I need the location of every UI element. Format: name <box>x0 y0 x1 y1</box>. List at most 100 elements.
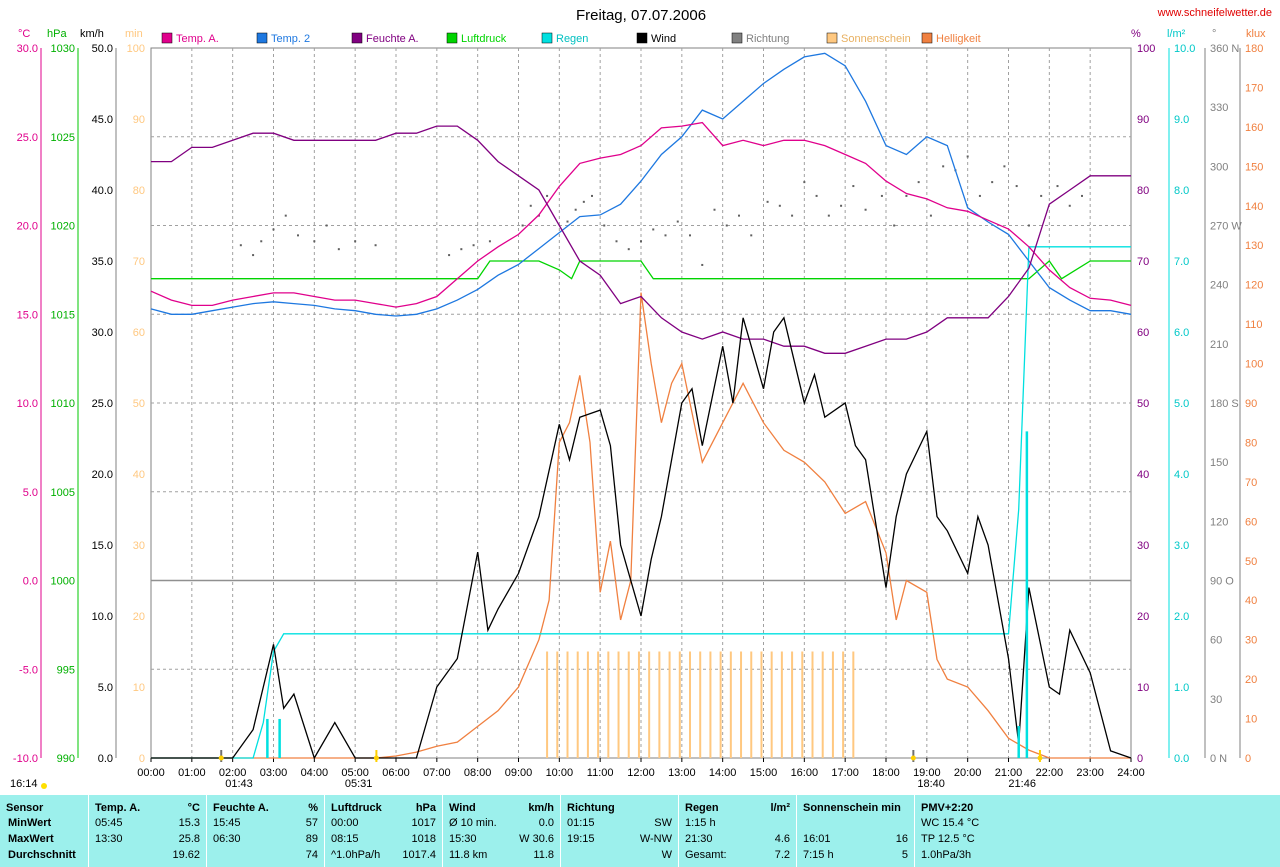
sun-row: 7:15 h 5 <box>803 849 908 864</box>
direction-point <box>546 194 549 197</box>
time-tick-label: 18:00 <box>872 767 900 779</box>
press-tick-label: 1005 <box>51 487 75 499</box>
legend-swatch <box>731 32 743 44</box>
direction-point <box>766 200 769 203</box>
humidity-tick-label: 0 <box>1137 753 1143 765</box>
direction-tick-label: 60 <box>1210 635 1222 647</box>
temp-tick-label: 20.0 <box>17 221 38 233</box>
time-tick-label: 17:00 <box>831 767 859 779</box>
hum-row: 74 <box>213 849 318 864</box>
temp-tick-label: 10.0 <box>17 398 38 410</box>
wind-tick-label: 40.0 <box>92 185 113 197</box>
direction-point <box>803 181 806 184</box>
direction-tick-label: 180 S <box>1210 398 1239 410</box>
wind-tick-label: 35.0 <box>92 256 113 268</box>
direction-point <box>1015 185 1018 188</box>
temp-unit: °C <box>187 802 200 814</box>
rain-tick-label: 4.0 <box>1174 469 1189 481</box>
rain-tick-label: 10.0 <box>1174 43 1195 55</box>
klux-unit-label: klux <box>1246 28 1266 40</box>
klux-tick-label: 120 <box>1245 280 1263 292</box>
time-tick-label: 06:00 <box>382 767 410 779</box>
time-tick-label: 04:00 <box>301 767 329 779</box>
wind-row-time: 11.8 km <box>449 849 488 861</box>
time-tick-label: 22:00 <box>1036 767 1064 779</box>
klux-tick-label: 10 <box>1245 714 1257 726</box>
wind-row: Ø 10 min. 0.0 <box>449 817 554 832</box>
klux-tick-label: 140 <box>1245 201 1263 213</box>
humidity-tick-label: 60 <box>1137 327 1149 339</box>
direction-tick-label: 120 <box>1210 516 1228 528</box>
direction-point <box>488 240 491 243</box>
direction-tick-label: 30 <box>1210 694 1222 706</box>
row-avg-label: Durchschnitt <box>8 849 76 861</box>
direction-point <box>929 214 932 217</box>
klux-tick-label: 130 <box>1245 240 1263 252</box>
direction-point <box>529 204 532 207</box>
dir-row: 19:15 W-NW <box>567 833 672 848</box>
pmv-row-time: 1.0hPa/3h <box>921 849 972 861</box>
direction-point <box>942 165 945 168</box>
wind-tick-label: 25.0 <box>92 398 113 410</box>
direction-point <box>354 240 357 243</box>
series-line-feuchte-a- <box>151 125 1131 354</box>
direction-tick-label: 330 <box>1210 102 1228 114</box>
time-tick-label: 16:00 <box>791 767 819 779</box>
direction-point <box>239 244 242 247</box>
humidity-tick-label: 100 <box>1137 43 1155 55</box>
press-tick-label: 1010 <box>51 398 75 410</box>
direction-point <box>591 194 593 197</box>
direction-point <box>1056 185 1059 188</box>
direction-point <box>750 234 753 237</box>
legend-swatch <box>351 32 363 44</box>
hum-row-value: 57 <box>305 817 318 829</box>
plot-area <box>150 52 1132 760</box>
press-tick-label: 995 <box>57 664 75 676</box>
time-tick-label: 20:00 <box>954 767 982 779</box>
minutes-tick-label: 90 <box>133 114 145 126</box>
site-url[interactable]: www.schneifelwetter.de <box>1157 7 1272 19</box>
marker-sunset: 21:46 <box>1008 778 1036 790</box>
klux-tick-label: 60 <box>1245 516 1257 528</box>
temp-row-time: 05:45 <box>95 817 123 829</box>
temp-tick-label: -10.0 <box>13 753 38 765</box>
direction-point <box>978 194 981 197</box>
direction-point <box>815 194 818 197</box>
temp-tick-label: 15.0 <box>17 309 38 321</box>
direction-point <box>738 214 740 217</box>
time-tick-label: 21:00 <box>995 767 1023 779</box>
wind-row: 15:30 W 30.6 <box>449 833 554 848</box>
klux-tick-label: 40 <box>1245 595 1257 607</box>
direction-point <box>917 181 920 184</box>
direction-point <box>1040 194 1043 197</box>
direction-point <box>615 240 618 243</box>
sun-icon <box>1037 755 1043 761</box>
time-tick-label: 10:00 <box>546 767 574 779</box>
time-tick-label: 15:00 <box>750 767 778 779</box>
legend-swatch <box>921 32 933 44</box>
grid <box>150 47 1132 759</box>
temp-tick-label: 30.0 <box>17 43 38 55</box>
rain-tick-label: 2.0 <box>1174 611 1189 623</box>
direction-point <box>574 208 577 211</box>
pmv-row: TP 12.5 °C <box>921 833 1026 848</box>
time-tick-label: 08:00 <box>464 767 492 779</box>
wind-row-time: Ø 10 min. <box>449 817 497 829</box>
rain-row-time: Gesamt: <box>685 849 727 861</box>
series-line-temp-2 <box>150 52 1132 317</box>
pmv-row-time: WC 15.4 °C <box>921 817 980 829</box>
sun-icon <box>41 783 47 789</box>
press-row: ^1.0hPa/h 1017.4 <box>331 849 436 864</box>
dir-unit-label: ° <box>1212 28 1216 40</box>
sun-row-time: 16:01 <box>803 833 831 845</box>
legend-label: Temp. A. <box>176 33 219 45</box>
direction-point <box>880 194 883 197</box>
rain-tick-label: 5.0 <box>1174 398 1189 410</box>
direction-point <box>725 224 728 227</box>
wind-tick-label: 30.0 <box>92 327 113 339</box>
rain-row-time: 21:30 <box>685 833 713 845</box>
direction-point <box>337 248 340 251</box>
press-row-time: ^1.0hPa/h <box>331 849 381 861</box>
press-row-time: 08:15 <box>331 833 359 845</box>
minutes-tick-label: 20 <box>133 611 145 623</box>
